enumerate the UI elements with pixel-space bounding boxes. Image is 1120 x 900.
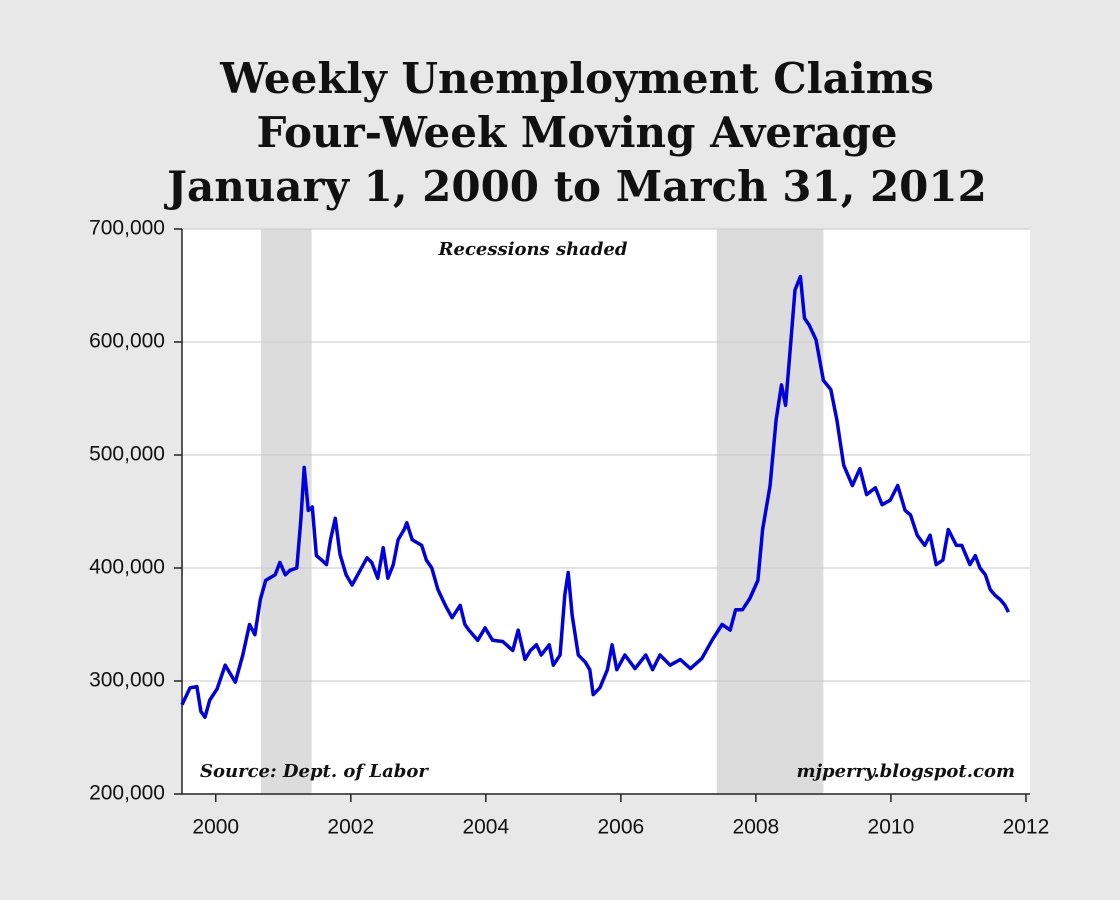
y-tick-label: 200,000 [89, 782, 165, 805]
x-tick-label: 2008 [733, 816, 780, 839]
recession-band [260, 229, 312, 794]
annotation: mjperry.blogspot.com [796, 761, 1015, 782]
chart-title: Four-Week Moving Average [256, 108, 897, 157]
chart-title: January 1, 2000 to March 31, 2012 [163, 162, 987, 211]
data-line [180, 274, 1010, 719]
x-tick-label: 2010 [868, 816, 915, 839]
x-tick-label: 2012 [1003, 816, 1050, 839]
annotation: Source: Dept. of Labor [200, 761, 429, 782]
x-tick-label: 2004 [462, 816, 509, 839]
y-tick-label: 400,000 [89, 556, 165, 579]
annotation: Recessions shaded [438, 239, 628, 260]
x-tick-label: 2000 [192, 816, 239, 839]
y-tick-label: 600,000 [89, 330, 165, 353]
y-tick-label: 500,000 [89, 443, 165, 466]
chart-title: Weekly Unemployment Claims [219, 54, 934, 103]
y-tick-label: 700,000 [89, 217, 165, 240]
y-tick-label: 300,000 [89, 669, 165, 692]
plot-area [182, 229, 1030, 794]
x-tick-label: 2002 [327, 816, 374, 839]
recession-band [716, 229, 824, 794]
x-tick-label: 2006 [597, 816, 644, 839]
